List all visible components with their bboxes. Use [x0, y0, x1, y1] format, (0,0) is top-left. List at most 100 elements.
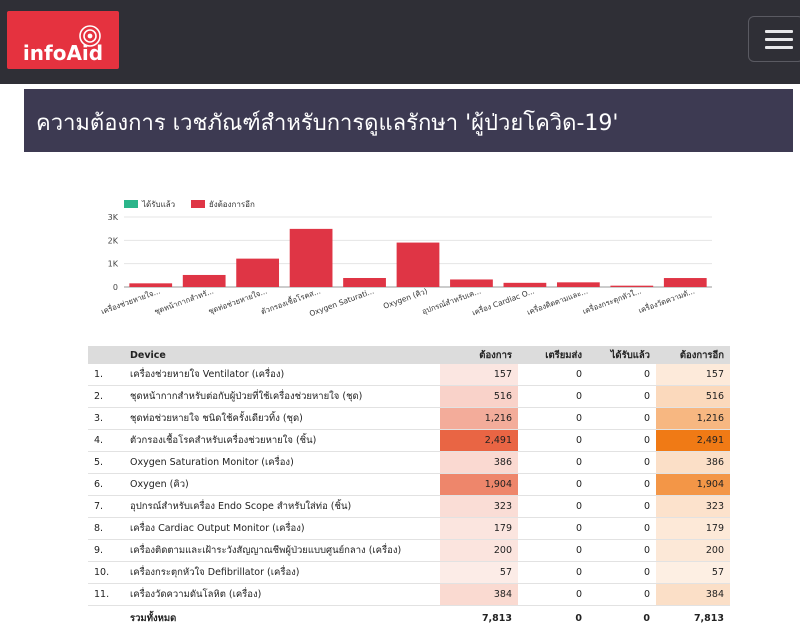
- prepare-value: 0: [518, 407, 588, 430]
- logo-text: infoAid: [22, 41, 104, 65]
- device-table: Device ต้องการ เตรียมส่ง ได้รับแล้ว ต้อง…: [88, 346, 730, 630]
- x-tick-label: เครื่องติดตามและ...: [525, 285, 589, 316]
- received-value: 0: [588, 561, 656, 584]
- need-value: 1,216: [440, 407, 518, 430]
- col-received[interactable]: ได้รับแล้ว: [588, 346, 656, 364]
- remaining-value: 384: [656, 583, 730, 606]
- x-tick-label: ชุดหน้ากากสำหรั...: [153, 286, 215, 316]
- bar-chart: ได้รับแล้ว ยังต้องการอีก 0 1K 2K 3K เครื่อง…: [100, 200, 712, 318]
- total-remaining: 7,813: [693, 612, 724, 624]
- bar[interactable]: [610, 285, 654, 287]
- total-prepare: 0: [575, 612, 582, 624]
- received-value: 0: [588, 583, 656, 606]
- device-name: เครื่องติดตามและเฝ้าระวังสัญญาณชีพผู้ป่ว…: [124, 539, 440, 562]
- row-index: 2.: [88, 385, 124, 408]
- bar[interactable]: [343, 277, 386, 287]
- device-name: เครื่องวัดความดันโลหิต (เครื่อง): [124, 583, 440, 606]
- row-index: 3.: [88, 407, 124, 430]
- table-row[interactable]: 2. ชุดหน้ากากสำหรับต่อกับผู้ป่วยที่ใช้เคร…: [88, 385, 730, 408]
- bar[interactable]: [396, 242, 440, 287]
- table-row[interactable]: 11. เครื่องวัดความดันโลหิต (เครื่อง) 384 0 0…: [88, 583, 730, 606]
- col-prepare[interactable]: เตรียมส่ง: [518, 346, 588, 364]
- remaining-value: 386: [656, 451, 730, 474]
- y-tick-label: 3K: [108, 213, 119, 222]
- x-tick-label: เครื่องช่วยหายใจ...: [100, 285, 162, 316]
- col-device[interactable]: Device: [124, 346, 440, 364]
- need-value: 179: [440, 517, 518, 540]
- need-value: 386: [440, 451, 518, 474]
- bar[interactable]: [503, 282, 547, 287]
- total-spacer: [88, 606, 124, 631]
- bar[interactable]: [236, 258, 280, 287]
- bar[interactable]: [289, 228, 333, 287]
- remaining-value: 200: [656, 539, 730, 562]
- table-row[interactable]: 1. เครื่องช่วยหายใจ Ventilator (เครื่อง) 1…: [88, 364, 730, 386]
- row-index: 8.: [88, 517, 124, 540]
- page-title: ความต้องการ เวชภัณฑ์สำหรับการดูแลรักษา '…: [36, 111, 619, 136]
- table-row[interactable]: 3. ชุดท่อช่วยหายใจ ชนิดใช้ครั้งเดียวทิ้ง …: [88, 407, 730, 430]
- received-value: 0: [588, 407, 656, 430]
- prepare-value: 0: [518, 539, 588, 562]
- need-value: 157: [440, 364, 518, 386]
- received-value: 0: [588, 451, 656, 474]
- received-value: 0: [588, 539, 656, 562]
- received-value: 0: [588, 517, 656, 540]
- table-row[interactable]: 4. ตัวกรองเชื้อโรคสำหรับเครื่องช่วยหายใจ …: [88, 429, 730, 452]
- bar[interactable]: [556, 282, 600, 287]
- need-value: 57: [440, 561, 518, 584]
- received-value: 0: [588, 385, 656, 408]
- hamburger-menu-button[interactable]: [748, 16, 800, 62]
- infoaid-logo[interactable]: infoAid: [7, 11, 119, 69]
- bar[interactable]: [182, 274, 226, 287]
- device-name: ชุดหน้ากากสำหรับต่อกับผู้ป่วยที่ใช้เครื่…: [124, 385, 440, 408]
- received-value: 0: [588, 429, 656, 452]
- prepare-value: 0: [518, 495, 588, 518]
- bar[interactable]: [450, 279, 493, 287]
- hamburger-icon: [765, 30, 793, 33]
- remaining-value: 179: [656, 517, 730, 540]
- remaining-value: 516: [656, 385, 730, 408]
- prepare-value: 0: [518, 385, 588, 408]
- target-icon: [79, 25, 101, 47]
- y-tick-label: 2K: [108, 236, 119, 245]
- title-banner: ความต้องการ เวชภัณฑ์สำหรับการดูแลรักษา '…: [24, 89, 793, 152]
- need-value: 323: [440, 495, 518, 518]
- prepare-value: 0: [518, 451, 588, 474]
- table-row[interactable]: 10. เครื่องกระตุกหัวใจ Defibrillator (เคร…: [88, 561, 730, 584]
- table-row[interactable]: 9. เครื่องติดตามและเฝ้าระวังสัญญาณชีพผู้ป…: [88, 539, 730, 562]
- row-index: 7.: [88, 495, 124, 518]
- row-index: 6.: [88, 473, 124, 496]
- table-row[interactable]: 6. Oxygen (คิว) 1,904 0 0 1,904: [88, 473, 730, 496]
- table-row[interactable]: 5. Oxygen Saturation Monitor (เครื่อง) 386…: [88, 451, 730, 474]
- legend-label-received: ได้รับแล้ว: [141, 200, 175, 209]
- need-value: 1,904: [440, 473, 518, 496]
- received-value: 0: [588, 473, 656, 496]
- device-name: เครื่องช่วยหายใจ Ventilator (เครื่อง): [124, 364, 440, 386]
- row-index: 1.: [88, 364, 124, 386]
- device-name: ชุดท่อช่วยหายใจ ชนิดใช้ครั้งเดียวทิ้ง (ช…: [124, 407, 440, 430]
- device-name: ตัวกรองเชื้อโรคสำหรับเครื่องช่วยหายใจ (ช…: [124, 429, 440, 452]
- received-value: 0: [588, 364, 656, 386]
- legend-swatch-received: [124, 200, 138, 208]
- table-row[interactable]: 8. เครื่อง Cardiac Output Monitor (เครื่อ…: [88, 517, 730, 540]
- prepare-value: 0: [518, 429, 588, 452]
- legend-swatch-still-needed: [191, 200, 205, 208]
- col-remaining[interactable]: ต้องการอีก: [656, 346, 730, 364]
- remaining-value: 2,491: [656, 429, 730, 452]
- row-index: 5.: [88, 451, 124, 474]
- total-row: รวมทั้งหมด 7,813 0 0 7,813: [88, 606, 730, 631]
- need-value: 516: [440, 385, 518, 408]
- remaining-value: 57: [656, 561, 730, 584]
- col-need[interactable]: ต้องการ: [440, 346, 518, 364]
- bar[interactable]: [129, 283, 173, 287]
- remaining-value: 1,216: [656, 407, 730, 430]
- row-index: 10.: [88, 561, 124, 584]
- remaining-value: 1,904: [656, 473, 730, 496]
- x-tick-label: ชุดท่อช่วยหายใจ...: [207, 286, 268, 316]
- table-row[interactable]: 7. อุปกรณ์สำหรับเครื่อง Endo Scope สำหรับ…: [88, 495, 730, 518]
- need-value: 200: [440, 539, 518, 562]
- received-value: 0: [588, 495, 656, 518]
- x-tick-label: เครื่องกระตุกหัวใ...: [581, 285, 642, 316]
- need-value: 2,491: [440, 429, 518, 452]
- bar[interactable]: [663, 278, 707, 287]
